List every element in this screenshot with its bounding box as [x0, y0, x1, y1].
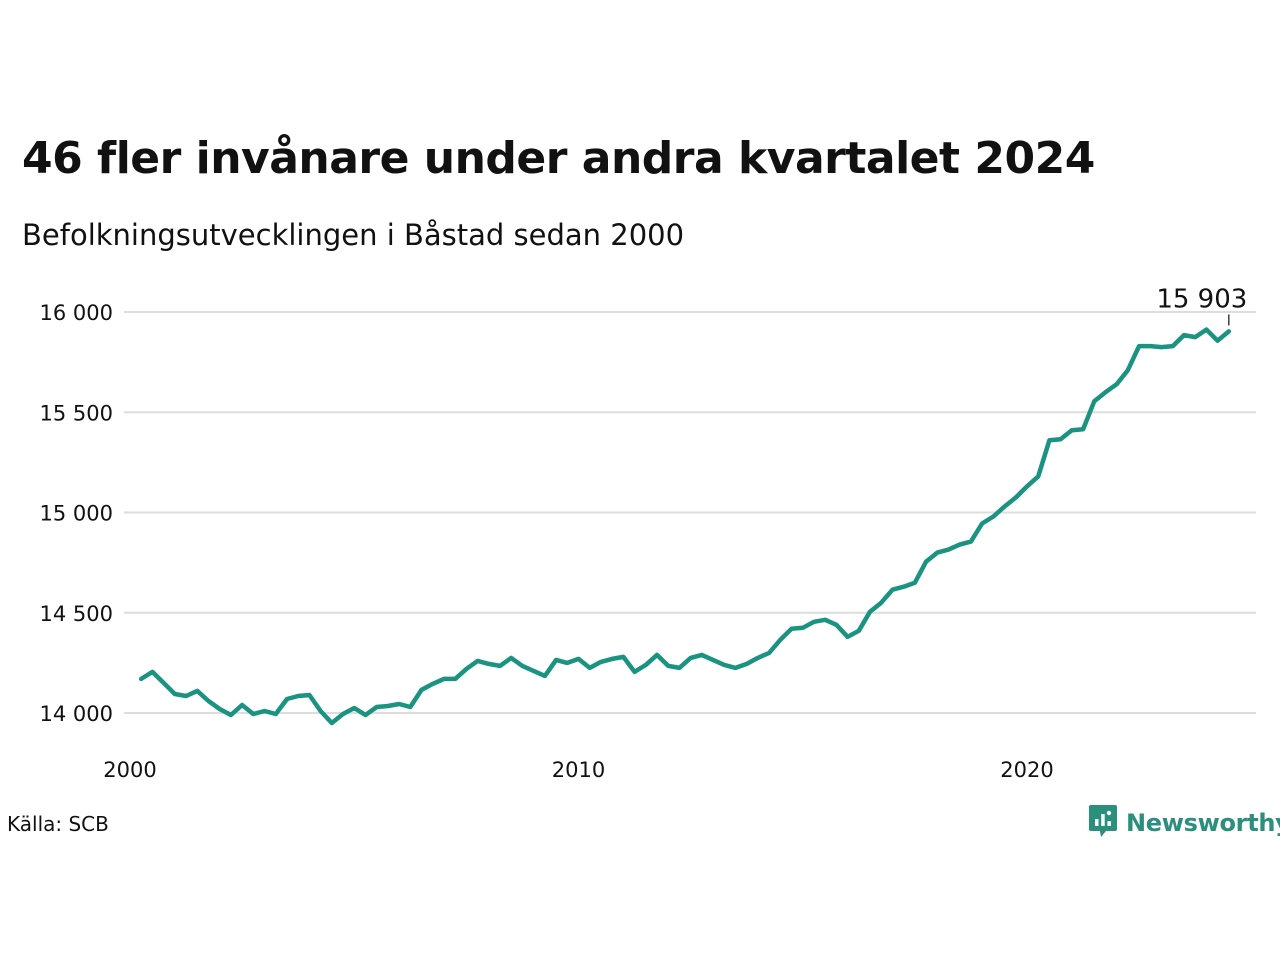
y-tick-label: 14 500 [40, 602, 113, 626]
x-tick-label: 2020 [1000, 758, 1053, 782]
source-note: Källa: SCB [7, 812, 109, 836]
y-tick-label: 15 000 [40, 502, 113, 526]
end-value-annotation: 15 903 [1156, 284, 1247, 314]
chart-subtitle: Befolkningsutvecklingen i Båstad sedan 2… [22, 218, 685, 252]
chart-title: 46 fler invånare under andra kvartalet 2… [22, 133, 1095, 184]
y-tick-label: 16 000 [40, 301, 113, 325]
gridlines [124, 311, 1256, 714]
newsworthy-logo: Newsworthy [1088, 803, 1280, 843]
y-axis-labels: 14 000 14 500 15 000 15 500 16 000 [40, 301, 113, 726]
brand-name: Newsworthy [1126, 809, 1280, 837]
newsworthy-logo-icon [1088, 803, 1118, 843]
x-axis-labels: 2000 2010 2020 [103, 758, 1053, 782]
y-tick-label: 14 000 [40, 702, 113, 726]
x-tick-label: 2000 [103, 758, 156, 782]
x-tick-label: 2010 [552, 758, 605, 782]
y-tick-label: 15 500 [40, 401, 113, 425]
series-line [138, 327, 1232, 726]
